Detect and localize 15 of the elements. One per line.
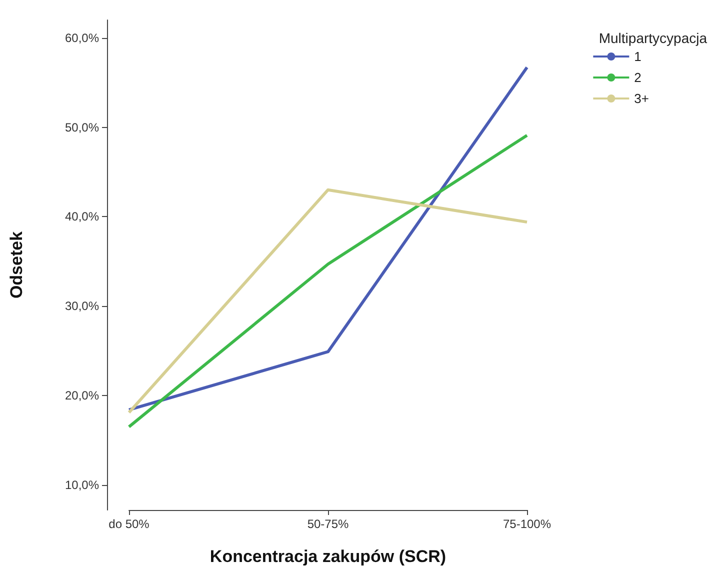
x-tick-label: 75-100% xyxy=(502,517,552,531)
y-tick-label: 40,0% xyxy=(64,210,100,224)
legend-label: 1 xyxy=(634,49,642,64)
y-tick-label: 60,0% xyxy=(64,30,100,45)
y-tick-label: 30,0% xyxy=(64,299,100,314)
legend-label: 2 xyxy=(634,70,642,85)
legend-title: Multipartycypacja xyxy=(598,30,708,46)
y-axis-title: Odsetek xyxy=(7,230,26,299)
x-axis-title: Koncentracja zakupów (SCR) xyxy=(210,547,446,566)
y-tick-label: 10,0% xyxy=(64,478,100,492)
legend-label: 3+ xyxy=(634,91,650,106)
x-tick-label: 50-75% xyxy=(307,517,350,531)
y-tick-label: 50,0% xyxy=(64,120,100,134)
y-tick-label: 20,0% xyxy=(64,388,100,403)
x-tick-label: do 50% xyxy=(108,517,150,531)
